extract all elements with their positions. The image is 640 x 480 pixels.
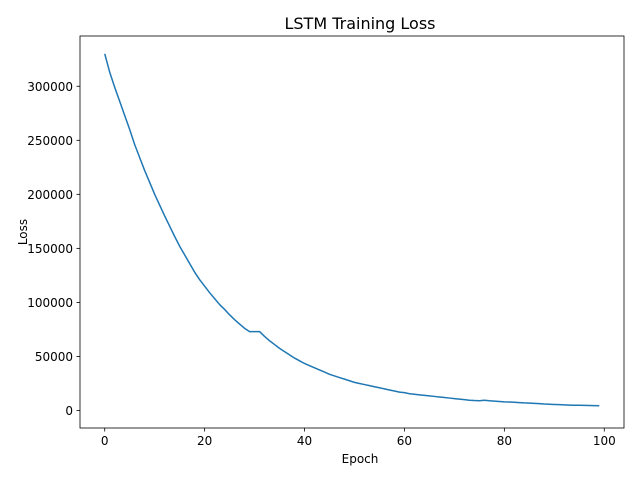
x-tick-label: 80 bbox=[497, 434, 512, 448]
y-tick-label: 0 bbox=[65, 404, 73, 418]
chart-title: LSTM Training Loss bbox=[284, 14, 435, 33]
y-tick-label: 250000 bbox=[27, 134, 73, 148]
y-tick-label: 200000 bbox=[27, 188, 73, 202]
plot-area bbox=[79, 35, 625, 429]
y-axis-ticks: 0 50000 100000 150000 200000 250000 300000 bbox=[27, 80, 80, 418]
axes-frame bbox=[79, 35, 625, 429]
x-axis-ticks: 0 20 40 60 80 100 bbox=[101, 428, 616, 448]
y-tick-label: 150000 bbox=[27, 242, 73, 256]
x-tick-label: 60 bbox=[397, 434, 412, 448]
x-tick-label: 40 bbox=[297, 434, 312, 448]
y-tick-label: 300000 bbox=[27, 80, 73, 94]
x-axis-label: Epoch bbox=[342, 452, 379, 466]
y-tick-label: 50000 bbox=[35, 350, 73, 364]
x-tick-label: 0 bbox=[101, 434, 109, 448]
x-tick-label: 20 bbox=[197, 434, 212, 448]
y-tick-label: 100000 bbox=[27, 296, 73, 310]
y-axis-label: Loss bbox=[16, 219, 30, 245]
loss-series-line-0 bbox=[104, 53, 600, 407]
x-tick-label: 100 bbox=[593, 434, 616, 448]
